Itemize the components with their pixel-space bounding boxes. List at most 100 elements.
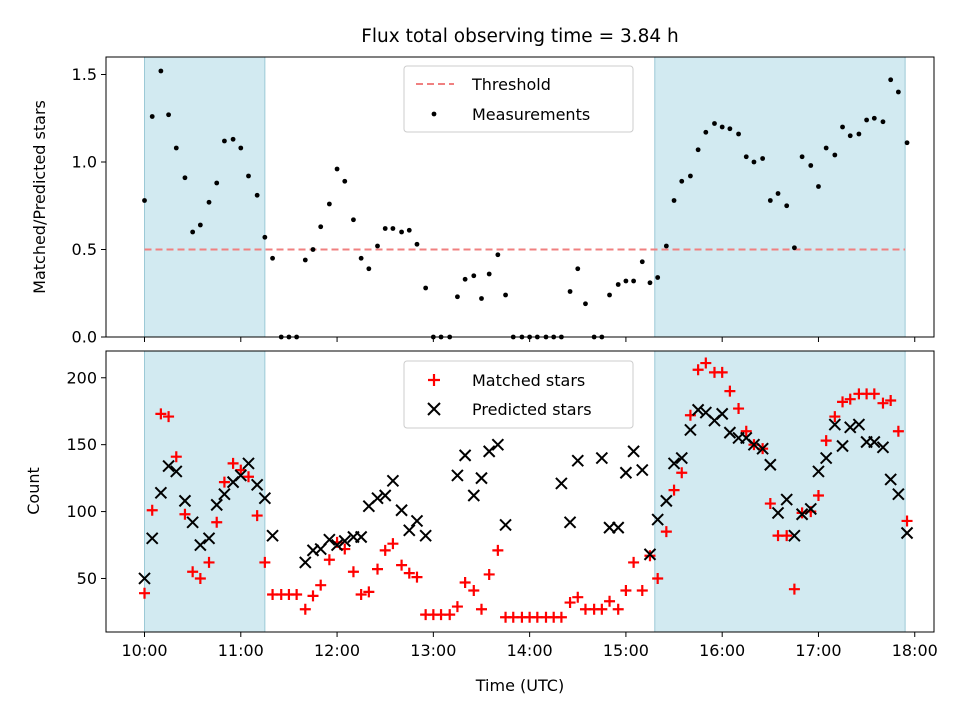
matched-star-marker: [203, 556, 215, 568]
top-axes-frame: [105, 56, 935, 338]
measurement-point: [462, 276, 468, 282]
measurement-point: [471, 273, 477, 279]
matched-star-marker: [820, 435, 832, 447]
measurement-point: [399, 229, 404, 235]
bottom-shaded-spans: [144, 350, 906, 633]
measurement-point: [222, 138, 227, 144]
measurement-point: [679, 178, 685, 184]
measurement-point: [310, 247, 316, 252]
y-tick-label: 200: [66, 368, 97, 387]
measurement-point: [142, 198, 147, 203]
matched-star-marker: [652, 572, 664, 584]
predicted-star-marker: [250, 478, 264, 492]
matched-star-marker: [604, 595, 616, 607]
bottom-x-ticks: 10:00 11:00 12:00 13:00 14:00 15:00 16:00 17:00…: [121, 632, 938, 660]
matched-star-marker: [444, 609, 456, 621]
measurement-point: [784, 203, 790, 209]
matched-star-marker: [572, 591, 584, 603]
matched-star-marker: [468, 585, 480, 597]
matched-star-marker: [829, 411, 841, 423]
predicted-star-marker: [876, 441, 890, 454]
matched-star-marker: [347, 566, 359, 578]
top-legend: Threshold Measurements: [403, 65, 634, 133]
matched-star-marker: [163, 411, 175, 423]
predicted-star-marker: [611, 521, 625, 534]
x-tick-label: 17:00: [795, 641, 841, 660]
predicted-star-marker: [330, 538, 344, 552]
predicted-star-marker: [475, 471, 488, 485]
predicted-star-marker: [836, 439, 849, 453]
predicted-star-marker: [900, 526, 914, 540]
measurement-point: [743, 154, 749, 160]
predicted-star-marker: [491, 438, 505, 451]
measurement-point: [334, 166, 340, 172]
measurement-point: [639, 259, 645, 265]
predicted-star-marker: [636, 463, 649, 477]
matched-star-marker: [459, 576, 471, 588]
predicted-star-marker: [660, 494, 673, 508]
measurement-point: [840, 124, 845, 130]
measurement-point: [688, 173, 693, 179]
matched-star-marker: [692, 364, 704, 376]
measurement-point: [703, 129, 709, 135]
matched-star-marker: [740, 425, 752, 437]
measurement-point: [751, 159, 757, 165]
matched-star-marker: [868, 388, 880, 400]
measurement-point: [230, 136, 236, 142]
measurement-point: [197, 222, 203, 228]
predicted-star-marker: [395, 504, 408, 517]
predicted-star-marker: [723, 426, 737, 439]
x-tick-label: 11:00: [218, 641, 264, 660]
measurement-point: [254, 192, 260, 198]
measurement-point: [760, 156, 766, 161]
matched-star-marker: [612, 603, 624, 615]
y-tick-label: 100: [66, 502, 97, 521]
matched-star-marker: [251, 510, 263, 522]
predicted-star-marker: [812, 465, 825, 478]
predicted-star-marker: [795, 508, 809, 521]
measurement-point: [880, 119, 886, 125]
predicted-star-markers: [138, 403, 914, 585]
matched-star-marker: [187, 566, 199, 578]
measurement-points: [142, 68, 910, 340]
predicted-star-marker: [619, 466, 633, 479]
predicted-star-marker: [258, 491, 272, 505]
predicted-star-marker: [371, 491, 384, 505]
matched-star-marker: [411, 571, 423, 583]
predicted-star-marker: [804, 502, 817, 516]
predicted-star-marker: [451, 469, 464, 482]
measurement-point: [358, 255, 364, 261]
matched-star-marker: [315, 579, 327, 591]
measurement-point: [816, 184, 821, 189]
predicted-star-marker: [154, 486, 168, 500]
matched-star-marker: [403, 567, 415, 579]
y-tick-label: 150: [66, 435, 97, 454]
matched-star-marker: [179, 508, 191, 520]
matched-star-marker: [596, 603, 608, 615]
matched-star-marker: [885, 395, 897, 407]
predicted-star-marker: [884, 473, 897, 486]
predicted-star-marker: [771, 506, 785, 520]
predicted-star-marker: [210, 498, 223, 512]
matched-star-marker: [812, 490, 824, 502]
matched-star-marker: [837, 396, 849, 408]
matched-star-marker: [146, 504, 158, 516]
predicted-star-marker: [691, 403, 705, 417]
bottom-legend-box: [403, 360, 634, 429]
measurement-point: [342, 178, 348, 184]
matched-star-marker: [844, 393, 856, 405]
measurement-point: [366, 266, 372, 272]
measurement-point: [375, 243, 380, 249]
measurement-point: [423, 285, 429, 291]
predicted-star-marker: [410, 514, 424, 528]
matched-star-marker: [660, 526, 672, 538]
matched-star-marker: [396, 559, 408, 571]
matched-star-marker: [892, 425, 904, 437]
matched-star-marker: [194, 572, 206, 584]
matched-star-marker: [323, 554, 335, 566]
predicted-star-marker: [667, 457, 681, 470]
shaded-span-1: [144, 350, 266, 633]
legend-predicted-label: Predicted stars: [472, 400, 592, 419]
measurement-point: [302, 257, 308, 263]
measurement-point: [406, 227, 412, 233]
